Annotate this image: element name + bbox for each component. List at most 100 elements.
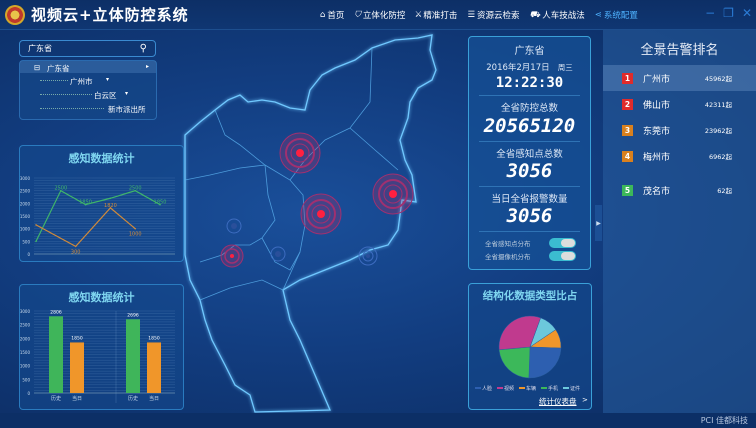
alarm-marker[interactable] <box>279 132 321 174</box>
y-tick-label: 2000 <box>20 336 30 341</box>
tree-connector <box>40 80 68 81</box>
maximize-button[interactable]: ❐ <box>723 6 734 20</box>
bar-chart-title: 感知数据统计 <box>68 291 135 304</box>
y-tick-label: 500 <box>22 377 30 382</box>
y-tick-label: 3000 <box>20 176 30 181</box>
bar-label: 2696 <box>127 312 139 318</box>
ranking-row[interactable]: 1 广州市 45962起 <box>603 65 756 91</box>
minimize-button[interactable]: − <box>705 6 716 20</box>
ranking-title: 全景告警排名 <box>640 43 719 58</box>
brand-logo: PCI 佳都科技 <box>700 416 748 425</box>
region-tree: ⊟ 广东省 ▸ 广州市 ▾ 白云区 ▾ 新市派出所 <box>19 60 157 120</box>
bar-chart-panel: 感知数据统计 0 500 1000 1500 2000 2500 3000 2806 历史 185… <box>19 284 184 410</box>
sensor-marker[interactable] <box>358 246 378 266</box>
pie-slice[interactable] <box>498 315 541 351</box>
chevron-right-icon: ▸ <box>146 63 150 70</box>
alarm-marker[interactable] <box>220 244 244 268</box>
region-search-input[interactable]: 广东省 ⚲ <box>19 40 156 57</box>
x-tick-label: 当日 <box>149 395 159 402</box>
nav-precise-strike[interactable]: ⚔ 精准打击 <box>415 10 458 21</box>
data-point <box>159 203 161 206</box>
camera-distribution-label: 全省摄像机分布 <box>485 253 531 261</box>
map-outline <box>184 34 437 413</box>
rank-badge: 2 <box>622 98 633 110</box>
ranking-row[interactable]: 4 梅州市 6962起 <box>603 143 756 169</box>
police-emblem-logo <box>5 4 25 25</box>
sensor-marker[interactable] <box>270 246 286 262</box>
pie-slice[interactable] <box>528 346 562 379</box>
y-tick-label: 3000 <box>20 309 30 314</box>
tree-node-province[interactable]: 广东省 <box>47 64 70 73</box>
camera-distribution-toggle[interactable] <box>549 251 576 261</box>
alarm-marker[interactable] <box>300 193 342 235</box>
sensor-total-label: 全省感知点总数 <box>496 149 563 160</box>
sensor-distribution-toggle[interactable] <box>549 238 576 248</box>
nav-3d-defense[interactable]: ⛉ 立体化防控 <box>354 10 406 21</box>
stats-region: 广东省 <box>514 46 545 57</box>
tree-root-row[interactable] <box>20 61 156 73</box>
shield-icon: ⛉ <box>354 10 361 20</box>
alarm-ranking-panel: 全景告警排名 1 广州市 45962起 2 佛山市 42311起 3 东莞市 23962起 4 梅州… <box>603 30 756 413</box>
search-value: 广东省 <box>28 44 52 53</box>
bar <box>70 342 84 393</box>
y-tick-label: 1000 <box>20 364 30 369</box>
map-markers <box>220 132 414 268</box>
pie-chart: 人脸 视频 车辆 手机 证件 <box>475 315 580 392</box>
dashboard-link[interactable]: 统计仪表盘 <box>539 397 577 406</box>
chevron-right-icon[interactable]: > <box>582 396 588 404</box>
stats-weekday: 周三 <box>557 63 573 72</box>
alarm-count: 6962起 <box>708 153 732 161</box>
data-label: 300 <box>71 249 81 255</box>
app-title: 视频云+立体防控系统 <box>31 6 189 24</box>
legend-swatch <box>475 387 481 389</box>
ranking-row[interactable]: 3 东莞市 23962起 <box>603 117 756 143</box>
city-name: 广州市 <box>643 74 671 85</box>
tree-node-city[interactable]: 广州市 <box>70 77 93 86</box>
data-point <box>109 207 112 209</box>
sensor-total-value: 3056 <box>506 160 553 182</box>
alarm-marker[interactable] <box>372 173 414 215</box>
y-tick-label: 0 <box>27 391 30 396</box>
line-series <box>35 189 161 242</box>
search-icon[interactable]: ⚲ <box>139 43 147 54</box>
stats-panel: 广东省 2016年2月17日 周三 12:22:30 全省防控总数 205651… <box>468 36 591 270</box>
sensor-distribution-label: 全省感知点分布 <box>485 240 531 248</box>
database-icon: ☰ <box>467 10 475 20</box>
ranking-row[interactable]: 5 茂名市 62起 <box>603 177 756 203</box>
close-button[interactable]: ✕ <box>741 6 752 20</box>
nav-system-config[interactable]: ⋖ 系统配置 <box>594 10 638 21</box>
ranking-row[interactable]: 2 佛山市 42311起 <box>603 91 756 117</box>
legend-label[interactable]: 人脸 <box>482 385 492 392</box>
tree-node-district[interactable]: 白云区 <box>94 91 117 100</box>
data-label: 2500 <box>54 186 67 192</box>
data-point <box>109 197 112 200</box>
bar <box>49 316 63 393</box>
nav-tactics[interactable]: ⛟ 人车技战法 <box>529 9 585 22</box>
legend-swatch <box>563 387 569 389</box>
y-tick-label: 1500 <box>20 214 30 219</box>
city-name: 佛山市 <box>643 100 671 111</box>
data-point <box>134 189 137 192</box>
rank-badge: 5 <box>622 184 633 196</box>
legend-label[interactable]: 手机 <box>548 385 558 392</box>
legend-label[interactable]: 车辆 <box>526 385 536 392</box>
guangdong-map[interactable] <box>0 30 600 413</box>
data-label: 1820 <box>104 203 117 209</box>
sensor-marker[interactable] <box>226 218 242 234</box>
rank-badge: 4 <box>622 150 633 162</box>
legend-label[interactable]: 证件 <box>570 385 580 392</box>
data-label: 2500 <box>129 186 142 192</box>
collapse-icon[interactable]: ⊟ <box>34 63 41 72</box>
alarm-count-label: 当日全省报警数量 <box>491 194 568 205</box>
stats-time: 12:22:30 <box>495 75 564 91</box>
y-tick-label: 2000 <box>20 201 30 206</box>
y-tick-label: 2500 <box>20 323 30 328</box>
data-point <box>84 203 87 206</box>
tree-node-station[interactable]: 新市派出所 <box>108 105 146 114</box>
legend-swatch <box>541 387 547 389</box>
pie-slice[interactable] <box>498 346 531 379</box>
collapse-panel-button[interactable]: ▶ <box>595 205 602 241</box>
legend-label[interactable]: 视频 <box>504 385 514 392</box>
nav-resource-search[interactable]: ☰ 资源云检索 <box>467 10 520 21</box>
nav-home[interactable]: ⌂ 首页 <box>320 10 345 21</box>
